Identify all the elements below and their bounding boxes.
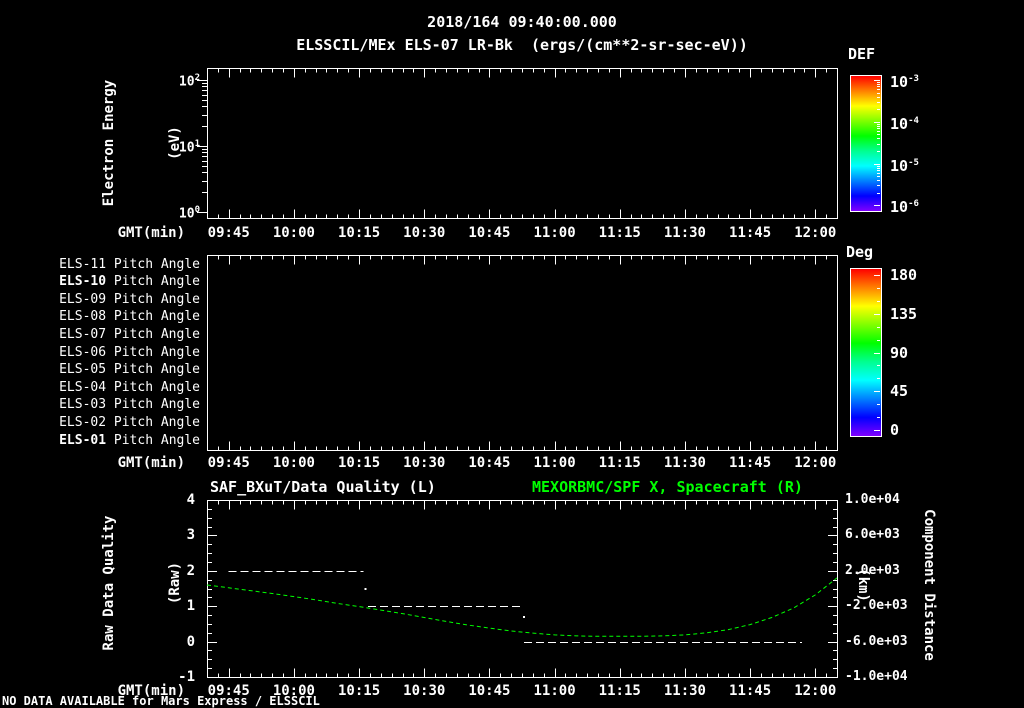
quality-tick-label: 0 (186, 633, 195, 650)
gmt-label-spectrogram: GMT(min) (117, 225, 185, 241)
time-tick-label-pitch: 10:30 (403, 455, 446, 471)
def-tick-label: 10-6 (890, 198, 919, 217)
distance-tick-label: -2.0e+03 (845, 598, 908, 614)
quality-series-title: SAF_BXuT/Data Quality (L) (210, 478, 436, 496)
time-tick-label-quality: 10:30 (403, 683, 446, 699)
time-tick-label-quality: 11:00 (533, 683, 576, 699)
pitch-row-label: ELS-02 Pitch Angle (59, 414, 200, 430)
time-tick-label-quality: 12:00 (794, 683, 837, 699)
timeseries-panel-frame (207, 500, 838, 678)
deg-colorbar (850, 268, 882, 437)
deg-colorbar-title: Deg (846, 243, 874, 261)
def-tick-label: 10-4 (890, 114, 919, 133)
distance-tick-label: -1.0e+04 (845, 669, 908, 684)
def-colorbar-title: DEF (848, 45, 876, 63)
deg-tick-label: 180 (890, 266, 918, 284)
time-tick-label-spectrogram: 10:00 (272, 225, 315, 241)
time-tick-label-pitch: 10:45 (468, 455, 511, 471)
time-tick-label-pitch: 11:00 (533, 455, 576, 471)
time-tick-label-pitch: 12:00 (794, 455, 837, 471)
time-tick-label-pitch: 09:45 (207, 455, 250, 471)
energy-tick-label: 101 (178, 139, 200, 156)
time-tick-label-spectrogram: 10:15 (337, 225, 381, 241)
time-tick-label-spectrogram: 11:30 (663, 225, 706, 241)
spectrogram-panel-frame (197, 68, 838, 219)
pitch-row-label: ELS-06 Pitch Angle (59, 344, 200, 360)
plot-title: ELSSCIL/MEx ELS-07 LR-Bk (ergs/(cm**2-sr… (296, 36, 748, 54)
def-tick-label: 10-3 (890, 73, 919, 91)
time-tick-label-quality: 11:45 (729, 683, 772, 699)
time-tick-label-spectrogram: 11:00 (533, 225, 576, 241)
no-data-notice: NO DATA AVAILABLE for Mars Express / ELS… (2, 694, 320, 708)
deg-tick-label: 90 (890, 343, 909, 362)
time-tick-label-quality: 11:15 (598, 683, 641, 699)
plot-timestamp: 2018/164 09:40:00.000 (427, 13, 617, 31)
pitch-row-label: ELS-05 Pitch Angle (59, 362, 200, 378)
time-tick-label-spectrogram: 10:45 (468, 225, 511, 241)
time-tick-label-quality: 10:00 (272, 683, 315, 699)
distance-curve (206, 577, 838, 637)
quality-tick-label: 1 (186, 598, 195, 615)
time-tick-label-pitch: 10:00 (272, 455, 315, 471)
time-tick-label-quality: 10:15 (337, 683, 381, 699)
time-tick-label-pitch: 11:15 (598, 455, 641, 471)
gmt-label-pitch: GMT(min) (117, 455, 185, 471)
time-tick-label-spectrogram: 11:15 (598, 225, 641, 241)
time-tick-label-quality: 09:45 (207, 683, 250, 699)
pitch-row-label: ELS-08 Pitch Angle (59, 309, 200, 325)
pitch-row-label: ELS-07 Pitch Angle (59, 326, 200, 342)
time-tick-label-spectrogram: 09:45 (207, 225, 250, 241)
pitch-row-label: ELS-03 Pitch Angle (59, 397, 200, 413)
time-tick-label-quality: 11:30 (663, 683, 706, 699)
quality-tick-label: -1 (178, 669, 195, 685)
distance-tick-label: -6.0e+03 (845, 633, 908, 649)
deg-tick-label: 135 (890, 304, 918, 323)
deg-tick-label: 0 (890, 421, 900, 439)
gmt-label-quality: GMT(min) (117, 683, 185, 699)
pitch-row-label: ELS-04 Pitch Angle (59, 379, 200, 395)
time-tick-label-spectrogram: 12:00 (794, 225, 837, 241)
pitch-row-label: ELS-11 Pitch Angle (59, 256, 200, 272)
energy-tick-label: 102 (178, 73, 200, 90)
pitch-angle-panel-frame (207, 255, 838, 451)
def-colorbar (850, 75, 882, 212)
distance-series-title: MEXORBMC/SPF X, Spacecraft (R) (532, 478, 803, 496)
quality-tick-label: 4 (186, 492, 195, 508)
deg-tick-label: 45 (890, 382, 909, 401)
time-tick-label-spectrogram: 10:30 (403, 225, 446, 241)
distance-tick-label: 1.0e+04 (845, 492, 900, 507)
colorbar-ticks (874, 80, 880, 431)
pitch-row-label: ELS-09 Pitch Angle (59, 291, 200, 307)
pitch-row-label: ELS-01 Pitch Angle (59, 432, 200, 448)
quality-tick-label: 3 (186, 527, 195, 544)
def-tick-label: 10-5 (890, 156, 919, 175)
distance-tick-label: 2.0e+03 (845, 562, 900, 578)
distance-tick-label: 6.0e+03 (845, 527, 900, 543)
pitch-row-label: ELS-10 Pitch Angle (59, 274, 200, 290)
time-tick-label-pitch: 11:45 (729, 455, 772, 471)
quality-tick-label: 2 (186, 562, 195, 579)
time-tick-label-pitch: 11:30 (663, 455, 706, 471)
quality-segments (228, 571, 803, 643)
energy-tick-label: 100 (178, 205, 200, 222)
time-tick-label-quality: 10:45 (468, 683, 511, 699)
time-tick-label-pitch: 10:15 (337, 455, 381, 471)
time-tick-label-spectrogram: 11:45 (729, 225, 772, 241)
